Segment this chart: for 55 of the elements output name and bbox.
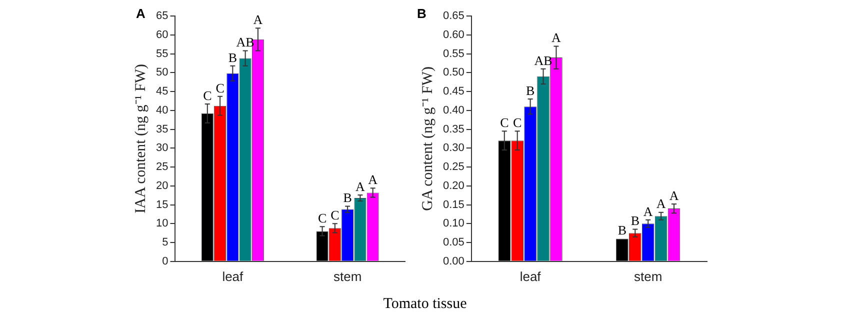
y-tick-label: 25: [156, 161, 168, 174]
chart-title: A: [136, 6, 146, 21]
annotation: B: [618, 222, 627, 238]
y-tick-label: 0.45: [442, 86, 464, 98]
y-tick-label: 10: [156, 218, 168, 230]
y-tick-label: 0.20: [442, 180, 464, 192]
y-tick-label: 20: [156, 180, 168, 192]
y-tick-label: 0.00: [442, 255, 464, 268]
x-tick-label: leaf: [520, 268, 542, 284]
y-tick-label: 0.65: [442, 10, 464, 22]
y-tick-label: 0.50: [442, 66, 464, 79]
annotation: C: [513, 115, 522, 130]
annotation: A: [253, 12, 264, 28]
annotation: A: [669, 188, 680, 203]
y-tick-label: 0: [162, 255, 168, 268]
y-tick-label: 60: [156, 28, 168, 41]
x-tick-label: stem: [634, 268, 662, 284]
annotation: A: [656, 196, 666, 212]
annotation: C: [216, 80, 224, 96]
x-tick-label: leaf: [222, 268, 244, 284]
y-tick-label: 0.60: [442, 28, 464, 41]
annotation: A: [356, 178, 366, 194]
annotation: B: [343, 190, 352, 206]
y-tick-label: 40: [156, 104, 168, 116]
x-tick-label: stem: [333, 268, 362, 284]
y-axis-title: GA content (ng g⁻¹ FW): [420, 66, 436, 211]
annotation: A: [368, 172, 378, 188]
annotation: B: [526, 82, 535, 98]
y-tick-label: 50: [156, 66, 168, 79]
annotation: C: [318, 210, 327, 226]
annotation: B: [228, 50, 238, 65]
y-tick-label: 0.40: [442, 104, 464, 116]
annotation: C: [330, 208, 340, 223]
y-axis-title: IAA content (ng g⁻¹ FW): [132, 64, 149, 214]
y-tick-label: 35: [156, 123, 168, 136]
y-tick-label: 0.05: [442, 236, 464, 249]
y-tick-label: 0.55: [442, 48, 464, 60]
y-tick-label: 0.35: [442, 123, 464, 136]
y-tick-label: 55: [156, 48, 168, 60]
y-tick-label: 65: [156, 10, 168, 22]
y-tick-label: 0.15: [442, 198, 464, 211]
annotation: A: [552, 30, 562, 46]
y-tick-label: 30: [156, 142, 168, 154]
y-tick-label: 0.10: [442, 218, 464, 230]
y-tick-label: 15: [156, 198, 168, 211]
y-tick-label: 45: [156, 86, 168, 98]
y-tick-label: 0.30: [442, 142, 464, 154]
x-axis-title: Tomato tissue: [382, 296, 468, 313]
annotation: C: [500, 115, 509, 130]
annotation: C: [203, 88, 212, 103]
y-tick-label: 0.25: [442, 161, 464, 174]
annotation: B: [630, 213, 640, 228]
annotation: A: [643, 204, 654, 219]
y-tick-label: 5: [162, 236, 168, 249]
chart-title: B: [417, 6, 426, 21]
